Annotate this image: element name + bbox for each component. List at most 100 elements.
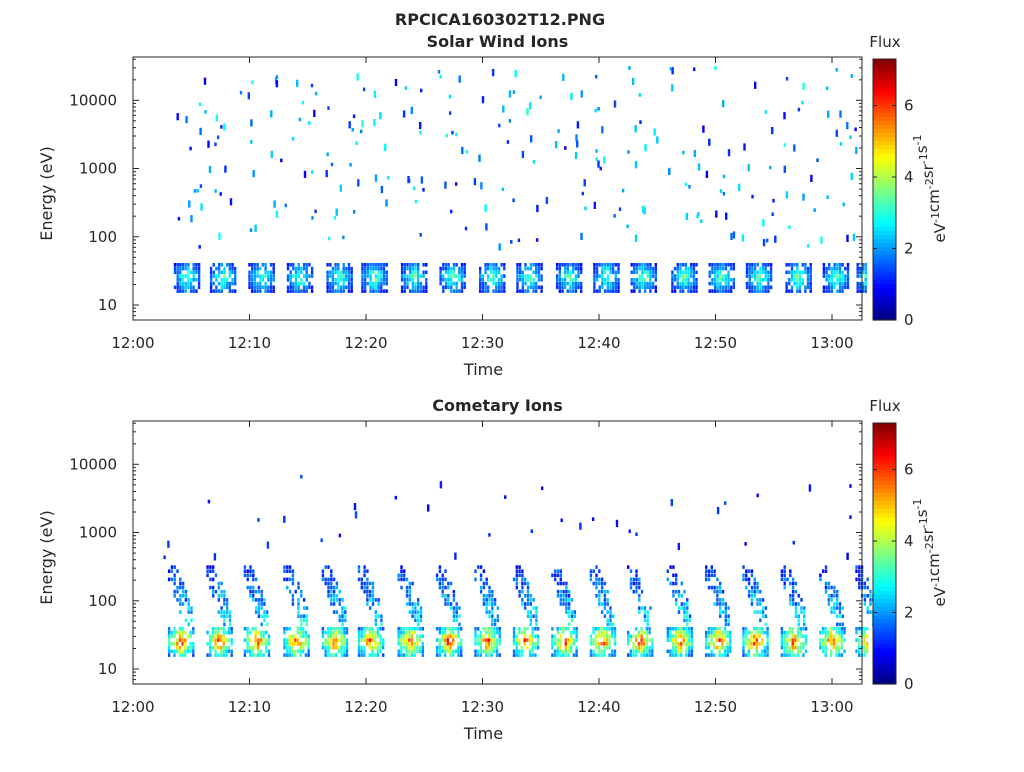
flux-cell (477, 565, 480, 569)
flux-cell (251, 274, 254, 278)
flux-cell (439, 278, 442, 282)
flux-cell (170, 630, 173, 635)
flux-cell (742, 653, 745, 657)
flux-cell (609, 622, 612, 627)
flux-cell (635, 649, 638, 654)
flux-cell (305, 614, 309, 618)
flux-cell (832, 645, 835, 650)
flux-cell (614, 281, 617, 286)
flux-cell (249, 569, 252, 573)
flux-cell (593, 289, 596, 293)
flux-cell (374, 598, 377, 602)
flux-cell (296, 627, 300, 631)
flux-cell (443, 630, 447, 635)
flux-cell (719, 266, 722, 271)
flux-cell (559, 645, 562, 650)
flux-cell (435, 577, 439, 582)
flux-cell (267, 278, 270, 282)
flux-cell (574, 266, 578, 271)
flux-cell (265, 645, 268, 650)
flux-cell (755, 642, 759, 646)
flux-cell (251, 285, 254, 290)
flux-cell (719, 602, 722, 606)
flux-cell (572, 270, 575, 275)
flux-cell (724, 622, 727, 627)
flux-cell (498, 627, 501, 631)
flux-cell (409, 274, 412, 278)
flux-cell (748, 289, 751, 293)
flux-cell (227, 649, 231, 654)
flux-cell (435, 649, 439, 654)
flux-cell (449, 649, 452, 654)
flux-cell (363, 630, 366, 635)
flux-cell (495, 281, 498, 286)
flux-cell (833, 585, 836, 590)
colorbar-segment (873, 671, 896, 677)
flux-cell (192, 649, 195, 654)
flux-cell (449, 581, 453, 586)
flux-cell (222, 642, 225, 646)
flux-cell (688, 618, 692, 623)
flux-cell (418, 638, 422, 642)
flux-cell (410, 649, 414, 654)
flux-cell (197, 281, 201, 286)
flux-cell (403, 270, 406, 275)
flux-cell (796, 278, 799, 282)
flux-cell (632, 589, 635, 594)
flux-cell (520, 630, 524, 635)
flux-cell (598, 274, 601, 278)
flux-cell (598, 263, 601, 267)
flux-cell (825, 274, 828, 278)
flux-cell (425, 270, 428, 275)
flux-cell (403, 281, 406, 286)
flux-cell (498, 243, 501, 251)
flux-cell (251, 281, 254, 286)
flux-cell (707, 585, 711, 590)
flux-cell (220, 594, 223, 598)
flux-cell (572, 630, 576, 635)
flux-cell (838, 289, 842, 293)
flux-cell (686, 614, 689, 618)
flux-cell (418, 634, 422, 639)
flux-cell (481, 278, 485, 282)
flux-cell (611, 266, 615, 271)
flux-cell (374, 285, 378, 290)
flux-cell (441, 649, 444, 654)
flux-cell (858, 645, 861, 650)
flux-cell (199, 127, 202, 135)
colorbar-segment (873, 488, 896, 493)
flux-cell (421, 627, 424, 631)
flux-cell (554, 569, 557, 573)
flux-cell (597, 642, 601, 646)
flux-cell (540, 274, 543, 278)
flux-cell (184, 638, 187, 642)
flux-cell (377, 285, 380, 290)
flux-cell (220, 278, 223, 282)
flux-cell (727, 278, 730, 282)
flux-cell (400, 573, 403, 578)
flux-cell (217, 585, 220, 590)
flux-cell (601, 270, 604, 275)
flux-cell (419, 618, 423, 623)
flux-cell (167, 649, 171, 654)
flux-cell (209, 577, 212, 582)
flux-cell (311, 170, 314, 174)
flux-cell (487, 266, 490, 271)
flux-cell (512, 630, 516, 635)
flux-cell (449, 642, 452, 646)
flux-cell (251, 627, 255, 631)
flux-cell (324, 565, 327, 569)
flux-cell (491, 614, 494, 618)
flux-cell (802, 645, 805, 650)
flux-cell (249, 638, 252, 642)
flux-cell (243, 565, 247, 569)
flux-cell (682, 630, 685, 635)
flux-cell (403, 289, 406, 293)
flux-cell (211, 634, 215, 639)
flux-cell (257, 610, 261, 614)
flux-cell (597, 634, 601, 639)
flux-cell (750, 594, 754, 598)
flux-cell (294, 649, 297, 654)
flux-cell (603, 281, 607, 286)
